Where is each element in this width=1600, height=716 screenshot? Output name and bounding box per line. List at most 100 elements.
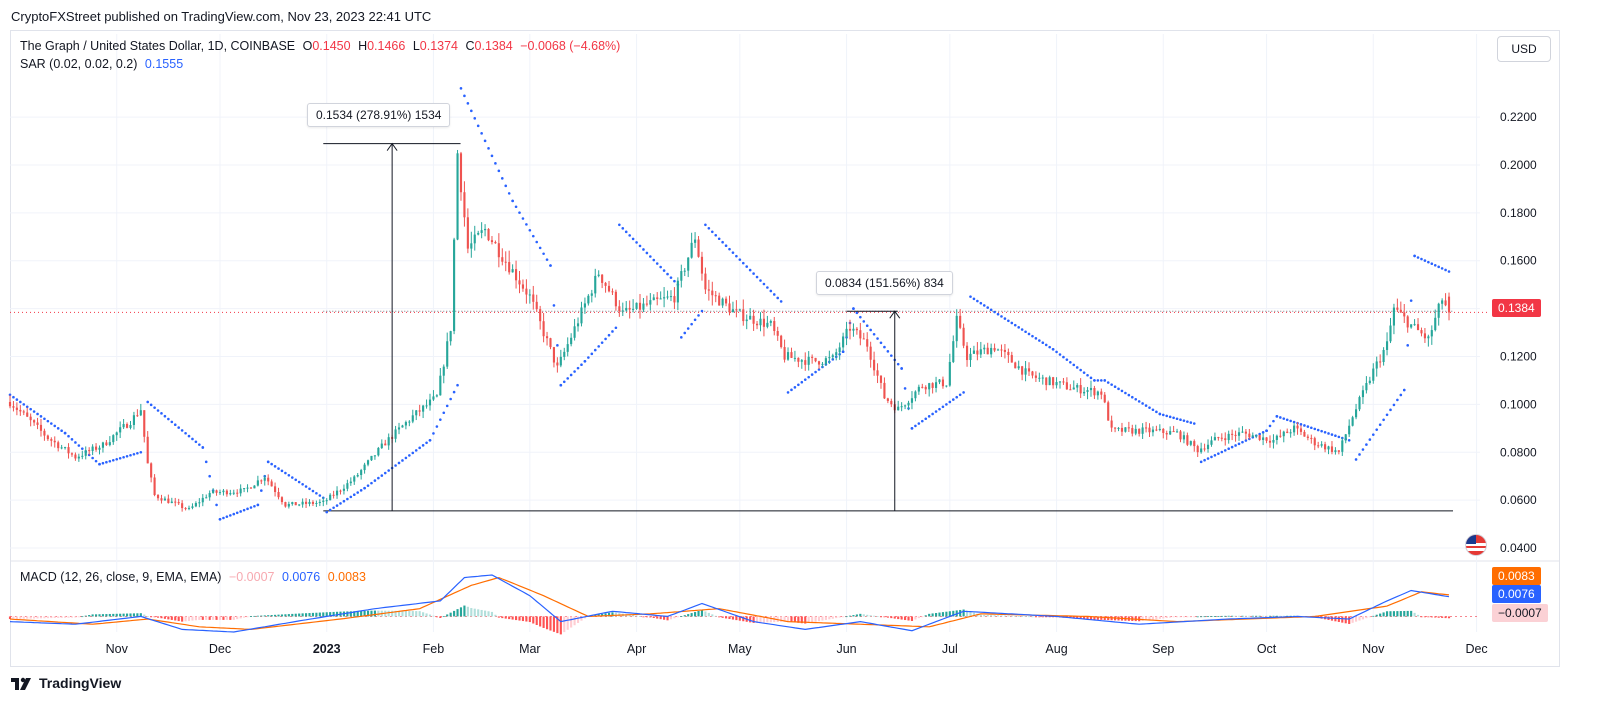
sar-dot: [1024, 330, 1027, 334]
candle: [1158, 424, 1161, 432]
candle: [1354, 403, 1358, 420]
macd-histogram-bar: [298, 613, 301, 617]
candle-body: [552, 347, 556, 363]
candle-body: [184, 508, 187, 510]
sar-dot: [466, 102, 470, 105]
currency-button[interactable]: USD: [1497, 36, 1551, 62]
macd-histogram-bar: [156, 616, 160, 618]
sar-dot: [552, 304, 556, 307]
macd-histogram-bar: [659, 616, 662, 620]
candle-body: [714, 295, 717, 297]
candle: [1131, 424, 1134, 437]
candle: [762, 309, 766, 337]
macd-histogram-bar: [225, 616, 228, 620]
candle: [263, 475, 266, 486]
candle-body: [1200, 448, 1203, 453]
macd-histogram-bar: [366, 610, 370, 617]
sar-dot: [177, 426, 180, 429]
candle-body: [156, 495, 160, 499]
macd-histogram-bar: [212, 616, 215, 620]
candle-body: [325, 500, 328, 502]
candle: [842, 332, 845, 351]
candle: [1279, 429, 1282, 438]
candle: [115, 431, 118, 441]
macd-histogram-bar: [387, 610, 390, 617]
macd-histogram-bar: [638, 616, 642, 617]
candle-body: [215, 490, 218, 493]
macd-histogram-bar: [990, 615, 993, 617]
candle: [621, 302, 624, 317]
candle: [934, 376, 938, 393]
sar-dot: [1392, 403, 1396, 407]
sar-dot: [470, 109, 473, 113]
sar-value: 0.1555: [144, 57, 184, 71]
macd-histogram-bar: [356, 611, 359, 617]
macd-histogram-bar: [1372, 615, 1375, 617]
time-tick-label: 2023: [313, 642, 341, 656]
candle-body: [267, 477, 270, 482]
chart-frame: [10, 30, 1560, 667]
macd-histogram-bar: [1231, 615, 1234, 617]
candle: [1182, 431, 1186, 444]
candle: [1076, 383, 1079, 393]
sar-dot: [77, 444, 81, 447]
us-flag-icon[interactable]: [1465, 534, 1487, 556]
candle: [1107, 400, 1110, 421]
sar-dot: [480, 132, 483, 135]
sar-dot: [339, 502, 342, 505]
macd-histogram-bar: [1151, 616, 1155, 620]
sar-label[interactable]: SAR (0.02, 0.02, 0.2): [20, 57, 138, 71]
candle: [1003, 344, 1006, 359]
candle: [1193, 439, 1196, 452]
macd-histogram-bar: [1203, 616, 1206, 618]
candle: [917, 384, 920, 395]
candle: [1341, 437, 1344, 456]
symbol-title[interactable]: The Graph / United States Dollar, 1D, CO…: [20, 39, 296, 53]
candle: [1124, 427, 1127, 433]
candle-body: [1313, 438, 1316, 446]
candle: [77, 453, 80, 462]
macd-histogram-bar: [694, 612, 697, 617]
sar-dot: [1031, 334, 1034, 338]
macd-histogram-bar: [1389, 611, 1392, 617]
macd-histogram-bar: [611, 612, 614, 617]
macd-histogram-bar: [914, 616, 917, 620]
macd-histogram-bar: [267, 615, 270, 617]
candle-body: [1175, 431, 1179, 433]
tradingview-logo[interactable]: TradingView: [11, 675, 121, 691]
sar-dot: [876, 337, 879, 340]
candle-body: [687, 257, 690, 271]
candle: [325, 498, 328, 505]
macd-histogram-bar: [1365, 616, 1368, 619]
candle-body: [1027, 368, 1031, 372]
sar-dot: [280, 469, 284, 473]
sar-dot: [490, 154, 494, 158]
sar-dot: [304, 485, 308, 488]
candle: [511, 264, 514, 273]
sar-dot: [284, 471, 287, 475]
sar-dot: [624, 230, 628, 234]
macd-histogram-bar: [755, 616, 759, 623]
macd-histogram-bar: [910, 616, 914, 621]
sar-dot: [170, 420, 174, 424]
candle-body: [1089, 387, 1093, 391]
macd-histogram-bar: [236, 616, 239, 620]
macd-histogram-bar: [84, 615, 87, 617]
candle-body: [545, 336, 549, 339]
macd-label[interactable]: MACD (12, 26, close, 9, EMA, EMA): [20, 570, 222, 584]
sar-dot: [1261, 431, 1265, 434]
candle-body: [731, 309, 735, 313]
candle-body: [755, 323, 759, 326]
macd-histogram-bar: [886, 616, 889, 618]
candle: [442, 364, 445, 384]
measure-label-2[interactable]: 0.0834 (151.56%) 834: [816, 271, 953, 295]
candle-body: [1124, 427, 1127, 432]
measure-label-1[interactable]: 0.1534 (278.91%) 1534: [307, 103, 451, 127]
candle-body: [1182, 435, 1186, 440]
candle: [669, 290, 673, 302]
candle: [156, 494, 160, 501]
macd-histogram-bar: [253, 615, 256, 617]
candle: [676, 277, 679, 311]
sar-dot: [776, 296, 780, 300]
